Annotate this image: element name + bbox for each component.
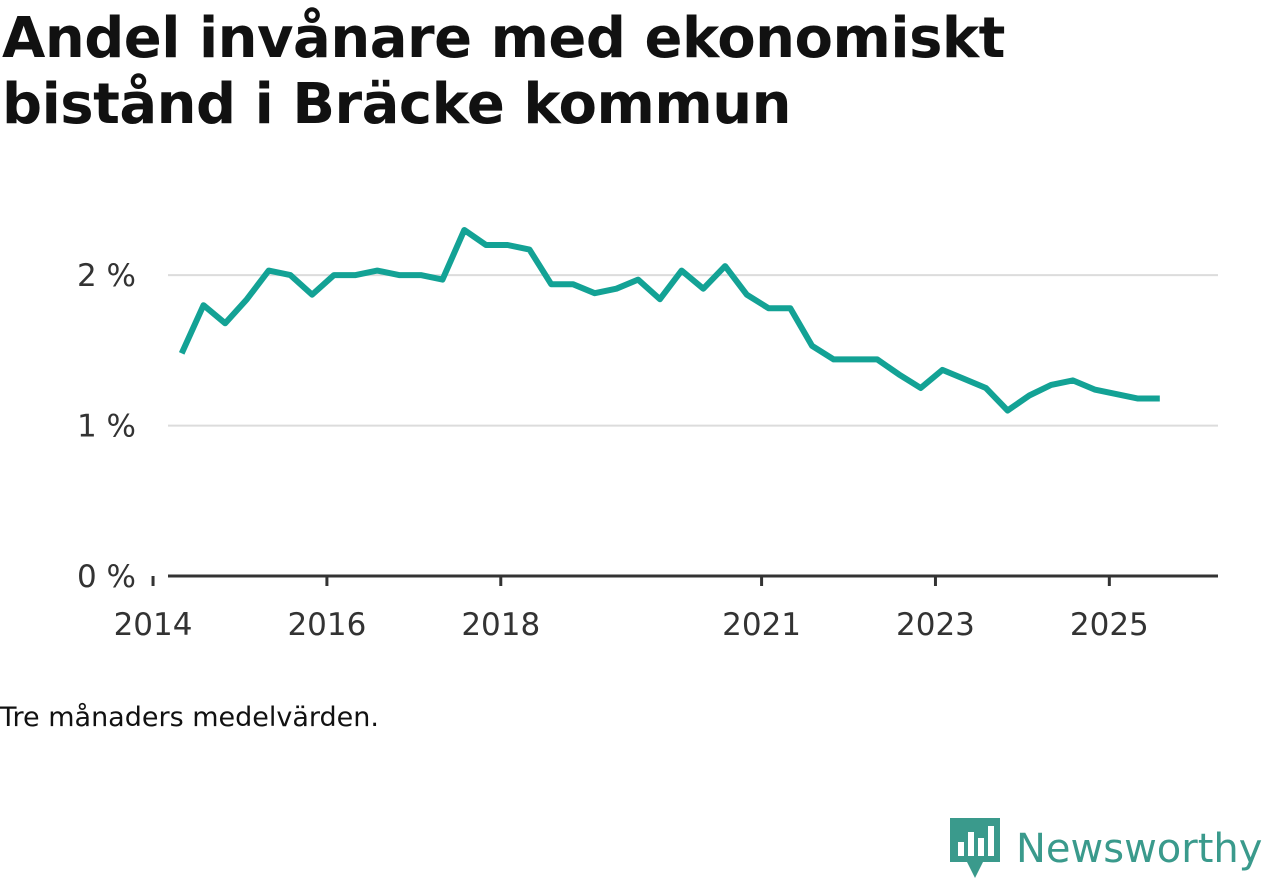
data-point bbox=[744, 292, 750, 298]
data-point bbox=[657, 296, 663, 302]
data-point bbox=[679, 268, 685, 274]
data-point bbox=[222, 320, 228, 326]
data-point bbox=[1048, 382, 1054, 388]
data-point bbox=[461, 227, 467, 233]
x-tick-label: 2018 bbox=[461, 607, 540, 643]
data-point bbox=[287, 272, 293, 278]
data-point bbox=[939, 367, 945, 373]
data-point bbox=[374, 268, 380, 274]
data-point bbox=[309, 292, 315, 298]
chart-title: Andel invånare med ekonomiskt bistånd i … bbox=[2, 6, 1005, 137]
y-tick-label: 2 % bbox=[77, 258, 136, 294]
data-point bbox=[526, 247, 532, 253]
data-point bbox=[1135, 395, 1141, 401]
data-point bbox=[874, 356, 880, 362]
data-point bbox=[918, 385, 924, 391]
data-point bbox=[483, 242, 489, 248]
data-point bbox=[1157, 395, 1163, 401]
x-tick-label: 2021 bbox=[722, 607, 801, 643]
series-layer bbox=[178, 227, 1163, 414]
brand-logo: Newsworthy bbox=[950, 818, 1262, 880]
series-line bbox=[178, 227, 1160, 414]
data-point bbox=[505, 242, 511, 248]
x-tick-label: 2016 bbox=[287, 607, 366, 643]
newsworthy-logo-icon bbox=[950, 818, 1000, 878]
data-point bbox=[244, 296, 250, 302]
data-point bbox=[179, 350, 185, 356]
data-point bbox=[1070, 377, 1076, 383]
brand-name: Newsworthy bbox=[1016, 826, 1262, 872]
data-point bbox=[1026, 392, 1032, 398]
data-point bbox=[700, 286, 706, 292]
data-point bbox=[592, 290, 598, 296]
gridlines bbox=[168, 274, 1218, 427]
chart-caption: Tre månaders medelvärden. bbox=[0, 702, 379, 733]
data-point bbox=[331, 272, 337, 278]
data-point bbox=[613, 286, 619, 292]
x-tick-label: 2014 bbox=[114, 607, 193, 643]
data-point bbox=[852, 356, 858, 362]
data-point bbox=[200, 302, 206, 308]
data-point bbox=[831, 356, 837, 362]
y-tick-label: 1 % bbox=[77, 409, 136, 445]
data-point bbox=[961, 376, 967, 382]
x-axis: 2014 2016 2018 2021 2023 2025 bbox=[114, 574, 1218, 643]
data-point bbox=[809, 343, 815, 349]
data-point bbox=[1113, 391, 1119, 397]
data-point bbox=[1005, 408, 1011, 414]
y-tick-label: 0 % bbox=[77, 559, 136, 595]
data-point bbox=[570, 281, 576, 287]
x-tick-label: 2025 bbox=[1070, 607, 1149, 643]
data-point bbox=[353, 272, 359, 278]
data-point bbox=[396, 272, 402, 278]
data-point bbox=[896, 371, 902, 377]
data-point bbox=[418, 272, 424, 278]
data-point bbox=[722, 263, 728, 269]
data-point bbox=[635, 277, 641, 283]
data-point bbox=[787, 305, 793, 311]
data-point bbox=[548, 281, 554, 287]
y-axis: 0 % 1 % 2 % bbox=[77, 258, 136, 595]
data-point bbox=[983, 385, 989, 391]
x-tick-label: 2023 bbox=[896, 607, 975, 643]
data-point bbox=[766, 305, 772, 311]
data-point bbox=[440, 277, 446, 283]
data-point bbox=[266, 268, 272, 274]
data-point bbox=[1092, 386, 1098, 392]
